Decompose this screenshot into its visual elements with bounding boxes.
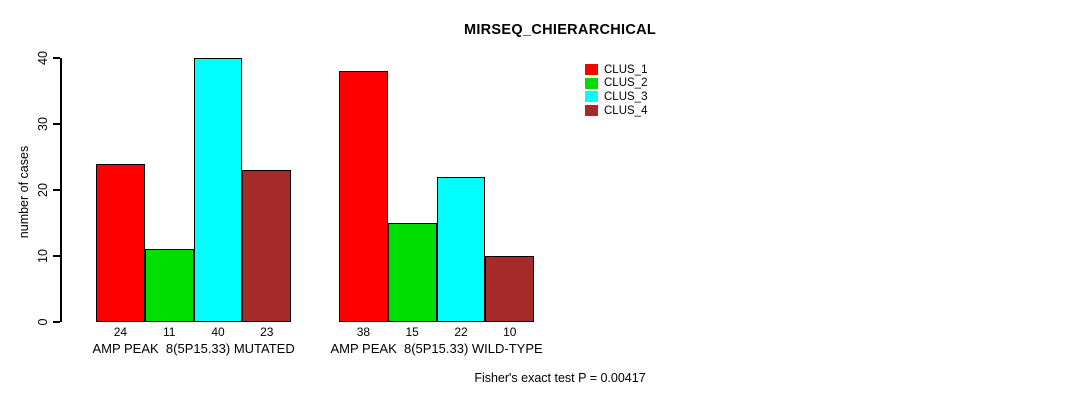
y-tick-label-40: 40 bbox=[36, 51, 50, 65]
bar-clus_1-group2 bbox=[339, 71, 388, 322]
legend-label-clus_3: CLUS_3 bbox=[604, 90, 648, 103]
bar-clus_3-group2 bbox=[436, 176, 486, 322]
legend: CLUS_1 CLUS_2 CLUS_3 CLUS_4 bbox=[585, 63, 647, 117]
legend-swatch-clus_4 bbox=[585, 105, 598, 117]
legend-swatch-clus_2 bbox=[585, 77, 598, 89]
bar-clus_2-group1 bbox=[144, 249, 194, 322]
y-tick-label-20: 20 bbox=[36, 183, 50, 197]
y-axis-line bbox=[60, 58, 62, 322]
bar-value-clus_3-group2: 22 bbox=[454, 325, 468, 339]
y-tick-10 bbox=[53, 255, 60, 257]
legend-row-clus_3: CLUS_3 bbox=[585, 90, 647, 104]
y-axis-title: number of cases bbox=[17, 145, 31, 239]
y-tick-40 bbox=[53, 57, 60, 59]
y-tick-0 bbox=[53, 321, 60, 323]
legend-label-clus_1: CLUS_1 bbox=[604, 63, 648, 76]
y-tick-label-10: 10 bbox=[36, 249, 50, 263]
y-tick-label-0: 0 bbox=[36, 318, 50, 326]
bar-clus_4-group2 bbox=[485, 256, 535, 322]
y-tick-label-30: 30 bbox=[36, 117, 50, 131]
legend-swatch-clus_3 bbox=[585, 91, 598, 103]
bar-value-clus_1-group1: 24 bbox=[113, 325, 128, 339]
legend-row-clus_2: CLUS_2 bbox=[585, 77, 647, 91]
bar-clus_2-group2 bbox=[387, 223, 437, 322]
legend-swatch-clus_1 bbox=[585, 64, 598, 76]
legend-label-clus_2: CLUS_2 bbox=[604, 77, 648, 90]
bar-clus_3-group1 bbox=[193, 58, 243, 322]
footnote-fishers-test: Fisher's exact test P = 0.00417 bbox=[474, 371, 646, 385]
bar-clus_1-group1 bbox=[96, 163, 145, 322]
category-label-group2: AMP PEAK 8(5P15.33) WILD-TYPE bbox=[330, 341, 543, 356]
bar-value-clus_2-group1: 11 bbox=[162, 325, 176, 339]
chart-title: MIRSEQ_CHIERARCHICAL bbox=[463, 22, 657, 38]
bar-value-clus_3-group1: 40 bbox=[211, 325, 225, 339]
legend-row-clus_4: CLUS_4 bbox=[585, 104, 647, 118]
y-tick-20 bbox=[53, 189, 60, 191]
legend-label-clus_4: CLUS_4 bbox=[604, 104, 648, 117]
legend-row-clus_1: CLUS_1 bbox=[585, 63, 647, 77]
y-tick-30 bbox=[53, 123, 60, 125]
bar-value-clus_4-group1: 23 bbox=[260, 325, 274, 339]
bar-value-clus_4-group2: 10 bbox=[503, 325, 517, 339]
bar-value-clus_1-group2: 38 bbox=[356, 325, 371, 339]
bar-clus_4-group1 bbox=[242, 170, 292, 322]
bar-value-clus_2-group2: 15 bbox=[405, 325, 419, 339]
category-label-group1: AMP PEAK 8(5P15.33) MUTATED bbox=[92, 341, 295, 356]
